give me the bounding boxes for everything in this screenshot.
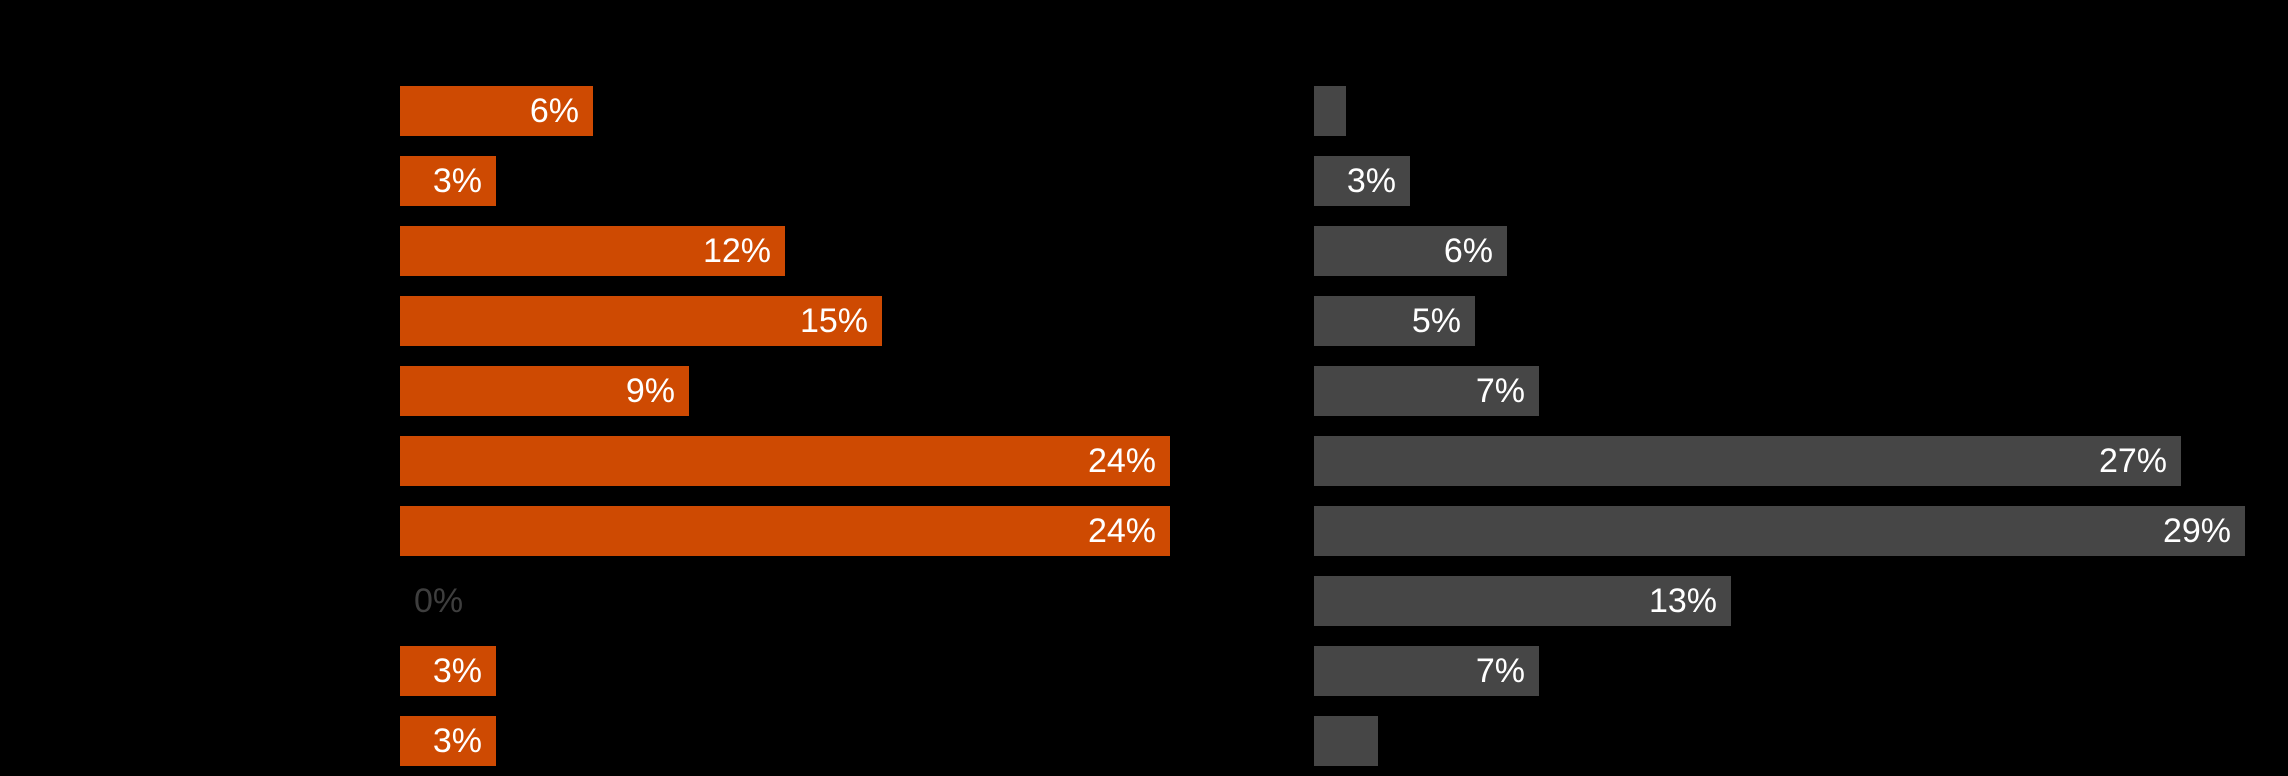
bar-value-label: 15%: [799, 302, 868, 340]
bar-value-label: 27%: [2098, 442, 2167, 480]
right-gray-series-bar: 29%: [1314, 506, 2245, 556]
bar-value-label: 24%: [1087, 442, 1156, 480]
bar-value-label: 7%: [1475, 372, 1525, 410]
left-orange-series-bar: 3%: [400, 716, 496, 766]
bar-value-label: 3%: [432, 162, 482, 200]
bar-value-label: 3%: [1346, 162, 1396, 200]
right-gray-series-bar: 6%: [1314, 226, 1507, 276]
left-orange-series-bar: 3%: [400, 156, 496, 206]
bar-value-label: 7%: [1475, 652, 1525, 690]
left-orange-series-bar: 6%: [400, 86, 593, 136]
right-gray-series-bar: [1314, 716, 1378, 766]
right-gray-series-bar: [1314, 86, 1346, 136]
left-orange-series-bar: 24%: [400, 506, 1170, 556]
bar-value-label: 13%: [1648, 582, 1717, 620]
right-gray-series-bar: 27%: [1314, 436, 2181, 486]
bar-value-label: 3%: [432, 722, 482, 760]
left-orange-series-bar: 3%: [400, 646, 496, 696]
left-orange-series-bar: 24%: [400, 436, 1170, 486]
bar-value-label: 5%: [1411, 302, 1461, 340]
left-orange-series-bar: 15%: [400, 296, 882, 346]
bar-value-label: 12%: [702, 232, 771, 270]
right-gray-series-bar: 13%: [1314, 576, 1731, 626]
bar-value-label: 29%: [2162, 512, 2231, 550]
left-orange-series-bar: 9%: [400, 366, 689, 416]
bar-value-label: 9%: [625, 372, 675, 410]
right-gray-series-bar: 3%: [1314, 156, 1410, 206]
bar-value-label: 6%: [1443, 232, 1493, 270]
right-gray-series-bar: 7%: [1314, 366, 1539, 416]
bar-value-label: 3%: [432, 652, 482, 690]
zero-value-label: 0%: [414, 582, 464, 620]
bar-value-label: 24%: [1087, 512, 1156, 550]
right-gray-series-bar: 5%: [1314, 296, 1475, 346]
left-orange-series-bar: 12%: [400, 226, 785, 276]
right-gray-series-bar: 7%: [1314, 646, 1539, 696]
bar-value-label: 6%: [529, 92, 579, 130]
